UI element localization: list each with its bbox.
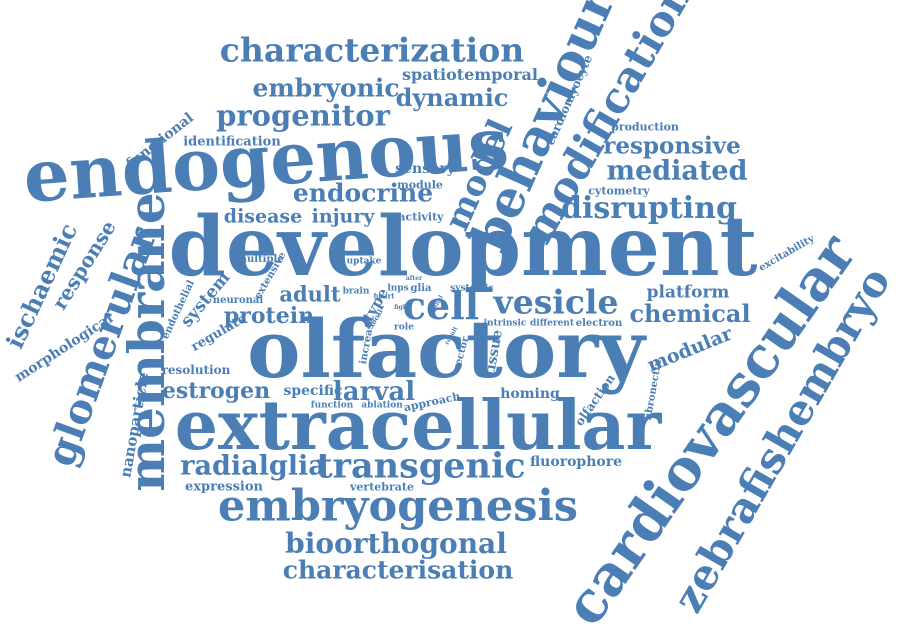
- word-characterization: characterization: [219, 30, 525, 70]
- word-module: module: [397, 178, 443, 192]
- word-injury: injury: [311, 205, 375, 228]
- word-disease: disease: [223, 205, 303, 228]
- word-function: function: [310, 400, 354, 411]
- word-systemic: systemic: [450, 283, 494, 294]
- word-endocrine: endocrine: [292, 178, 434, 208]
- word-multiple: multiple: [236, 254, 284, 265]
- word-dynamic: dynamic: [395, 83, 509, 112]
- word-neuronal: neuronal: [212, 295, 264, 306]
- word-electron: electron: [575, 318, 623, 329]
- word-heart: heart: [373, 291, 395, 301]
- word-transgenic: transgenic: [316, 445, 526, 487]
- word-embryogenesis: embryogenesis: [217, 481, 579, 532]
- word-chemical: chemical: [629, 299, 751, 328]
- word-endogenous: endogenous: [20, 100, 512, 219]
- word-homing: homing: [500, 386, 560, 402]
- word-spatiotemporal: spatiotemporal: [402, 65, 538, 84]
- word-activity: activity: [398, 210, 444, 224]
- word-vertebrate: vertebrate: [350, 480, 414, 494]
- word-uptake: uptake: [346, 256, 382, 267]
- word-resolution: resolution: [161, 363, 231, 377]
- word-larval: larval: [332, 377, 416, 407]
- word-fluorophore: fluorophore: [530, 454, 622, 470]
- word-glia: glia: [410, 283, 432, 294]
- word-radialglia: radialglia: [180, 450, 326, 482]
- word-specific: specific: [283, 383, 343, 399]
- word-different: different: [530, 318, 574, 329]
- word-production: production: [611, 120, 679, 134]
- word-vesicle: vesicle: [493, 282, 619, 322]
- word-adult: adult: [279, 281, 341, 307]
- word-development: development: [168, 199, 758, 295]
- word-identification: identification: [183, 134, 281, 150]
- word-protein: protein: [223, 303, 315, 329]
- word-fight: fight: [394, 304, 410, 311]
- word-role: role: [394, 322, 414, 333]
- word-intrinsic: intrinsic: [483, 318, 527, 329]
- word-cell: cell: [402, 283, 480, 328]
- word-cytometry: cytometry: [588, 184, 650, 198]
- word-ablation: ablation: [361, 400, 403, 411]
- word-extracellular: extracellular: [174, 386, 662, 466]
- word-characterisation: characterisation: [282, 555, 514, 585]
- word-brain: brain: [342, 286, 370, 297]
- word-bioorthogonal: bioorthogonal: [285, 527, 507, 560]
- word-platform: platform: [646, 282, 730, 303]
- word-progenitor: progenitor: [216, 98, 390, 133]
- word-estrogen: estrogen: [161, 378, 271, 404]
- word-after: after: [405, 275, 423, 282]
- word-mediated: mediated: [606, 155, 748, 187]
- word-lnps: lnps: [387, 283, 409, 294]
- word-expression: expression: [185, 479, 263, 495]
- word-disrupting: disrupting: [561, 191, 737, 226]
- word-olfactory: olfactory: [247, 302, 645, 396]
- word-embryonic: embryonic: [252, 73, 400, 103]
- word-responsive: responsive: [603, 132, 741, 160]
- word-sensory: sensory: [395, 161, 455, 177]
